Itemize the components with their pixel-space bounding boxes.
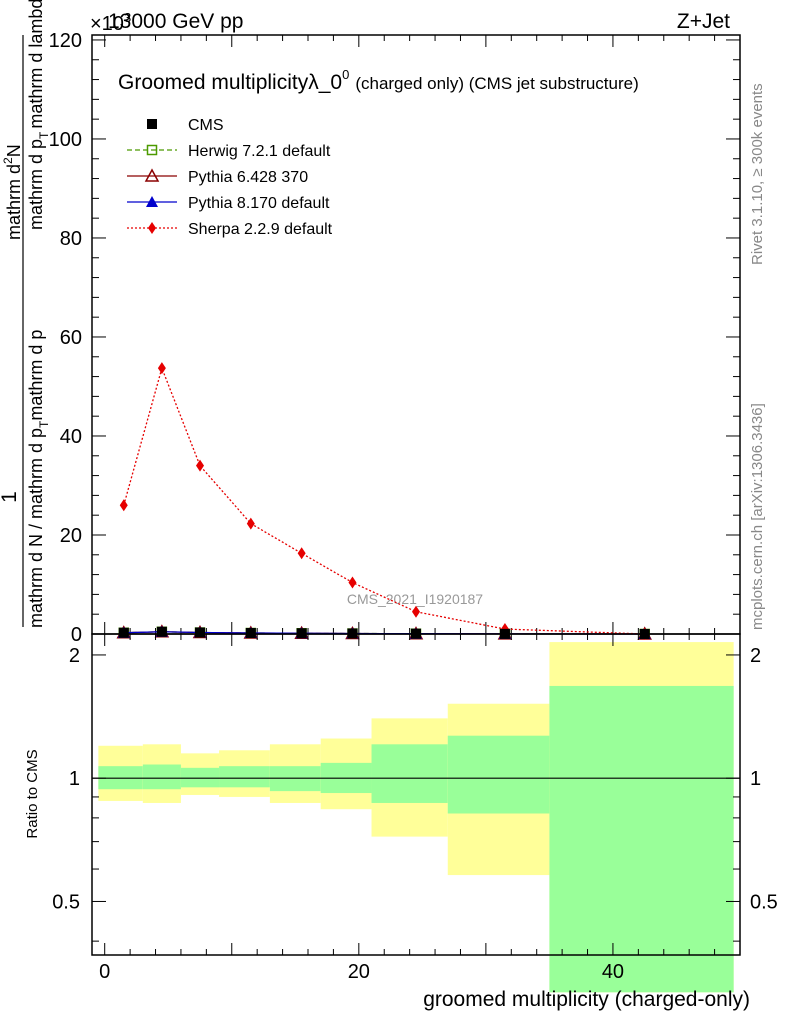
legend-label: Herwig 7.2.1 default — [188, 143, 331, 160]
legend-label: Sherpa 2.2.9 default — [188, 221, 333, 238]
ratio-band-inner — [447, 735, 550, 814]
legend-marker — [144, 168, 160, 182]
legend-label: Pythia 8.170 default — [188, 195, 330, 212]
point-cms — [245, 628, 256, 639]
legend-item-sherpa-2-2-9-default: Sherpa 2.2.9 default — [127, 221, 333, 238]
legend-marker — [147, 119, 157, 129]
ratio-bands-group — [98, 642, 734, 993]
ratio-axis-ticks: 0.5 0.51 12 20 20 40 — [52, 634, 778, 983]
plot-title: Groomed multiplicityλ_00 (charged only) (… — [118, 67, 639, 94]
legend-item-cms: CMS — [147, 117, 224, 134]
point-cms — [156, 626, 167, 637]
energy-label: 13000 GeV pp — [108, 10, 243, 33]
point-sherpa-2-2-9-default — [119, 499, 128, 512]
ratio-y-tick-label: 0.5 — [52, 891, 80, 913]
ratio-y-tick-label-right: 2 — [750, 645, 761, 667]
legend-item-herwig-7-2-1-default: Herwig 7.2.1 default — [127, 143, 331, 160]
main-y-tick-label: 80 — [60, 228, 82, 250]
point-sherpa-2-2-9-default — [297, 547, 306, 560]
legend-item-pythia-8-170-default: Pythia 8.170 default — [127, 195, 330, 212]
series-line-sherpa-2-2-9-default — [123, 366, 645, 635]
main-plot-panel: 0 20 40 60 80 100 120 CMS_2021_I1920187 Groome… — [49, 30, 741, 646]
main-y-tick-label: 20 — [60, 525, 82, 547]
x-tick-label: 0 — [99, 961, 110, 983]
x-axis-label: groomed multiplicity (charged-only) — [423, 988, 750, 1011]
main-y-tick-label: 120 — [49, 30, 82, 52]
analysis-watermark: CMS_2021_I1920187 — [347, 591, 483, 607]
ratio-band-inner — [549, 685, 734, 993]
main-axis-ticks: 0 20 40 60 80 100 120 — [49, 30, 741, 646]
legend-marker — [146, 144, 158, 156]
legend: CMS Herwig 7.2.1 default Pythia 6.428 370 P… — [127, 117, 333, 238]
ratio-plot-panel: 0.5 0.51 12 20 20 40 Ratio to CMS groomed mul… — [24, 633, 778, 1011]
ylabel-numerator-d2n: mathrm d2N — [1, 144, 24, 240]
ratio-band-inner — [142, 764, 181, 790]
point-sherpa-2-2-9-default — [412, 605, 420, 618]
point-sherpa-2-2-9-default — [246, 517, 255, 530]
ratio-band-inner — [180, 767, 220, 788]
ylabel-denominator-1: mathrm d N / mathrm d pTmathrm d p — [26, 330, 51, 628]
ratio-y-tick-label: 1 — [69, 768, 80, 790]
ratio-band-inner — [219, 766, 270, 788]
main-y-tick-label: 0 — [71, 624, 82, 646]
ratio-y-tick-label: 2 — [69, 645, 80, 667]
legend-item-pythia-6-428-370: Pythia 6.428 370 — [127, 168, 308, 186]
legend-label: Pythia 6.428 370 — [188, 169, 308, 186]
ratio-y-tick-label-right: 1 — [750, 768, 761, 790]
legend-marker — [148, 222, 156, 234]
ratio-plot-frame — [91, 633, 741, 956]
legend-label: CMS — [188, 117, 224, 134]
main-y-axis-label: 1 mathrm d N / mathrm d pTmathrm d p mat… — [0, 0, 51, 628]
ratio-band-inner — [371, 744, 448, 803]
point-cms — [118, 627, 129, 638]
ylabel-numerator-2: mathrm d pTmathrm d lambda — [26, 0, 51, 230]
point-sherpa-2-2-9-default — [348, 576, 357, 589]
x-tick-label: 20 — [348, 961, 370, 983]
mcplots-source-label: mcplots.cern.ch [arXiv:1306.3436] — [749, 403, 766, 630]
point-sherpa-2-2-9-default — [157, 362, 166, 375]
exponent-label: ×103 — [90, 10, 131, 35]
point-cms — [195, 627, 205, 638]
ratio-y-tick-label-right: 0.5 — [750, 891, 778, 913]
main-y-tick-label: 60 — [60, 327, 82, 349]
point-sherpa-2-2-9-default — [196, 459, 204, 472]
ylabel-numerator-1: 1 — [0, 491, 21, 503]
process-label: Z+Jet — [677, 10, 730, 33]
main-y-tick-label: 40 — [60, 426, 82, 448]
x-tick-label: 40 — [602, 961, 624, 983]
ratio-y-axis-label: Ratio to CMS — [24, 749, 41, 838]
rivet-version-label: Rivet 3.1.10, ≥ 300k events — [749, 83, 766, 265]
main-y-tick-label: 100 — [49, 129, 82, 151]
legend-marker — [146, 196, 158, 207]
